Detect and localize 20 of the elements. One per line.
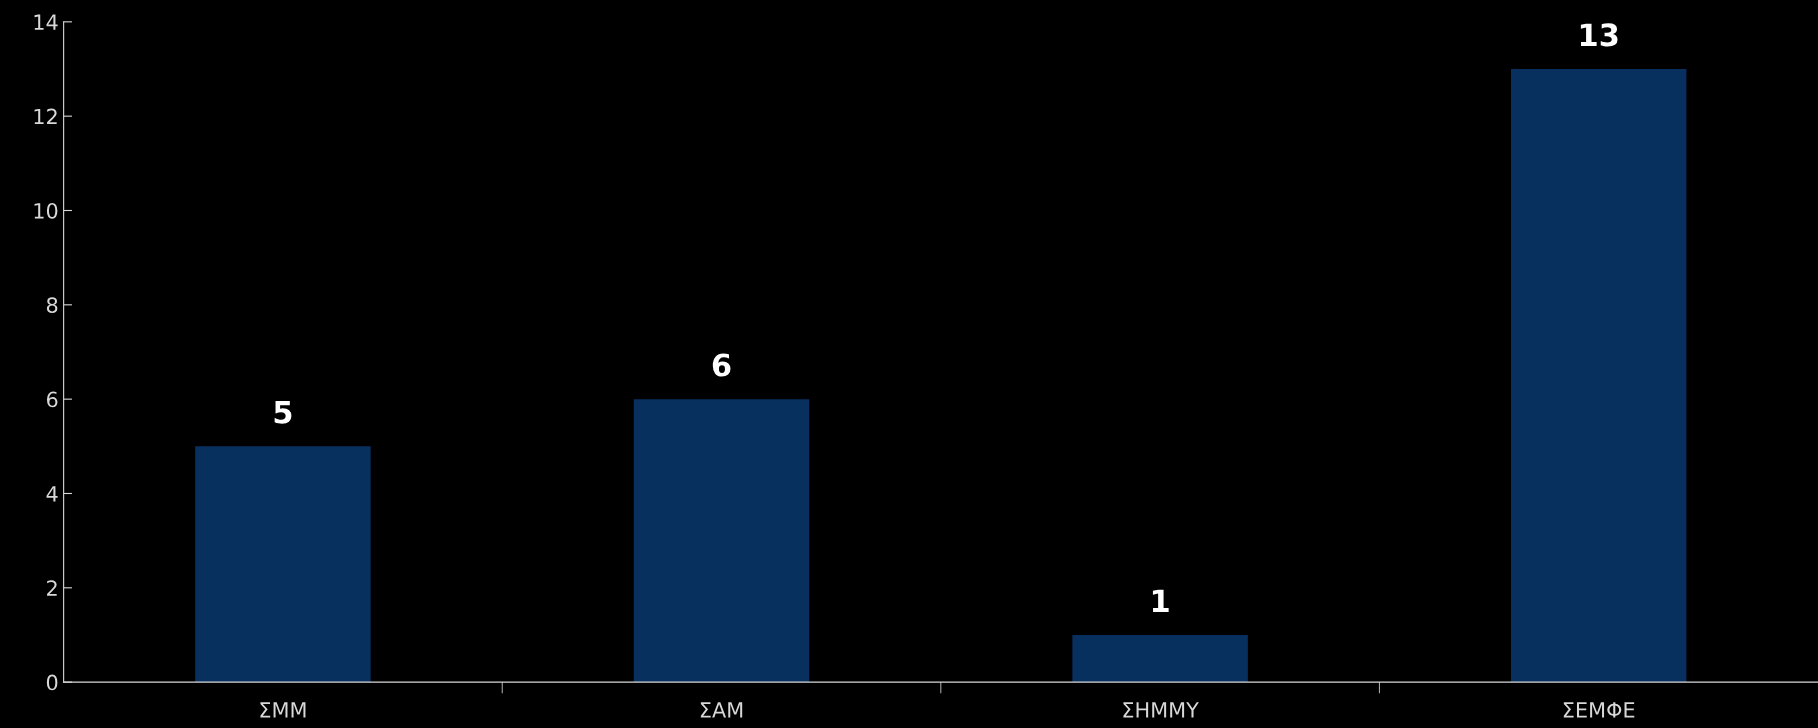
data-label: 6 xyxy=(712,353,731,377)
x-tick-label: ΣΗΜΜΥ xyxy=(1123,702,1199,718)
bar xyxy=(195,446,371,683)
data-label: 13 xyxy=(1580,23,1618,47)
y-tick-label: 14 xyxy=(34,14,58,30)
y-tick-label: 0 xyxy=(46,674,58,691)
data-label: 5 xyxy=(274,401,292,424)
y-tick-label: 6 xyxy=(46,391,58,408)
y-tick-label: 2 xyxy=(47,580,57,596)
x-tick-label: ΣΕΜΦΕ xyxy=(1563,702,1635,718)
y-tick-label: 4 xyxy=(46,486,58,502)
y-tick-label: 10 xyxy=(34,202,58,219)
data-label: 1 xyxy=(1152,589,1169,612)
x-tick-label: ΣΑΜ xyxy=(700,702,743,718)
y-tick-label: 8 xyxy=(46,297,58,314)
bar xyxy=(633,399,810,683)
bar xyxy=(1510,69,1687,683)
y-tick-label: 12 xyxy=(34,108,57,125)
x-tick-label: ΣΜΜ xyxy=(260,702,306,718)
bar xyxy=(1072,634,1248,683)
